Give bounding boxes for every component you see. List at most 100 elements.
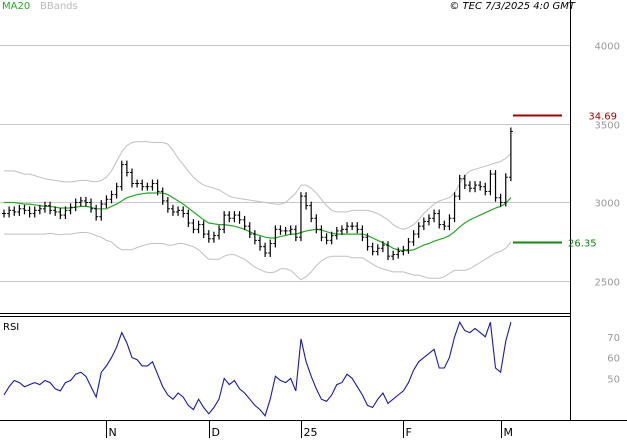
- price-bar: [206, 230, 211, 243]
- price-bar: [365, 233, 370, 251]
- price-axis-ticks: 4000 3500 3000 2500: [595, 42, 620, 289]
- price-bar: [27, 206, 32, 218]
- price-bar: [298, 192, 303, 242]
- price-bar: [421, 217, 426, 231]
- rsi-axis-ticks: 70 60 50: [607, 333, 620, 386]
- price-bar: [263, 242, 268, 257]
- price-bar: [12, 206, 17, 216]
- price-bar: [176, 206, 181, 216]
- price-bar: [447, 214, 452, 231]
- copyright-text: © TEC 7/3/2025 4:0 GMT: [449, 1, 576, 12]
- price-bar: [375, 244, 380, 256]
- price-bar: [473, 181, 478, 193]
- price-bar: [22, 204, 27, 215]
- price-tick-label: 3000: [595, 199, 620, 210]
- price-bar: [83, 196, 88, 207]
- price-bar: [99, 200, 104, 221]
- price-bar: [104, 195, 109, 208]
- price-bar: [2, 209, 6, 218]
- price-bar: [334, 226, 339, 240]
- price-bar: [508, 127, 513, 182]
- price-bar: [42, 201, 47, 213]
- price-tick-label: 4000: [595, 42, 620, 53]
- price-bar: [345, 222, 350, 234]
- price-bar: [401, 245, 406, 256]
- price-bar: [426, 214, 431, 226]
- price-bar: [452, 192, 457, 223]
- price-bar: [242, 215, 247, 231]
- price-bar: [222, 211, 227, 234]
- price-bar: [78, 196, 83, 207]
- price-bar: [411, 230, 416, 246]
- price-bar: [247, 222, 252, 238]
- price-bar: [155, 179, 160, 196]
- price-bar: [37, 204, 42, 215]
- price-bar: [196, 220, 201, 234]
- price-bar: [380, 241, 385, 253]
- rsi-tick-label: 60: [607, 354, 620, 365]
- price-bar: [293, 225, 298, 242]
- rsi-path: [3, 320, 512, 417]
- price-bar: [150, 179, 155, 191]
- price-bar: [170, 204, 175, 216]
- price-bar: [73, 198, 78, 212]
- date-tick-label: N: [109, 426, 117, 439]
- price-bar: [319, 225, 324, 242]
- price-levels: 34.69 26.35: [513, 112, 617, 250]
- price-bar: [309, 201, 314, 223]
- price-bar: [165, 196, 170, 213]
- price-bar: [442, 220, 447, 231]
- price-bar: [288, 225, 293, 235]
- ma20-line: [4, 192, 512, 252]
- price-bar: [437, 209, 442, 229]
- price-bar: [124, 160, 129, 177]
- date-tick-label: 25: [304, 426, 318, 439]
- price-bar: [324, 233, 329, 245]
- price-bar: [109, 190, 114, 204]
- price-bar: [227, 211, 232, 223]
- price-bar: [181, 206, 186, 218]
- price-bar: [391, 250, 396, 261]
- price-bar: [273, 225, 278, 248]
- upper-band-line: [4, 141, 512, 230]
- price-bar: [201, 220, 206, 238]
- rsi-label: RSI: [3, 322, 19, 333]
- price-tick-label: 2500: [595, 278, 620, 289]
- price-bar: [467, 181, 472, 193]
- price-bar: [406, 238, 411, 254]
- price-bar: [32, 206, 37, 218]
- price-bar: [237, 211, 242, 224]
- price-bar: [135, 179, 140, 188]
- price-bar: [53, 206, 58, 216]
- price-bar: [94, 204, 99, 221]
- price-gridlines: [0, 45, 570, 282]
- price-bar: [370, 242, 375, 256]
- ma20-path: [4, 192, 512, 252]
- price-bar: [48, 201, 53, 215]
- legend-ma20: MA20: [2, 1, 30, 12]
- price-bar: [145, 182, 150, 191]
- price-bar: [386, 241, 390, 261]
- price-bar: [339, 225, 344, 235]
- price-bar: [314, 214, 319, 234]
- price-bar: [462, 174, 467, 190]
- price-bar: [258, 236, 262, 251]
- price-bar: [232, 211, 237, 223]
- price-bar: [268, 239, 273, 257]
- date-axis: N D 25 F M: [106, 420, 514, 439]
- price-bar: [350, 222, 355, 231]
- price-bar: [68, 203, 73, 215]
- price-bar: [130, 168, 134, 188]
- price-bar: [7, 206, 12, 218]
- price-bar: [63, 206, 68, 220]
- date-tick-label: M: [504, 426, 514, 439]
- rsi-line: [3, 320, 512, 417]
- price-bar: [478, 181, 483, 191]
- date-tick-label: D: [212, 426, 220, 439]
- price-tick-label: 3500: [595, 121, 620, 132]
- price-bar: [432, 209, 437, 223]
- price-bar: [488, 170, 493, 196]
- price-bar: [498, 193, 503, 207]
- price-bar: [503, 173, 508, 207]
